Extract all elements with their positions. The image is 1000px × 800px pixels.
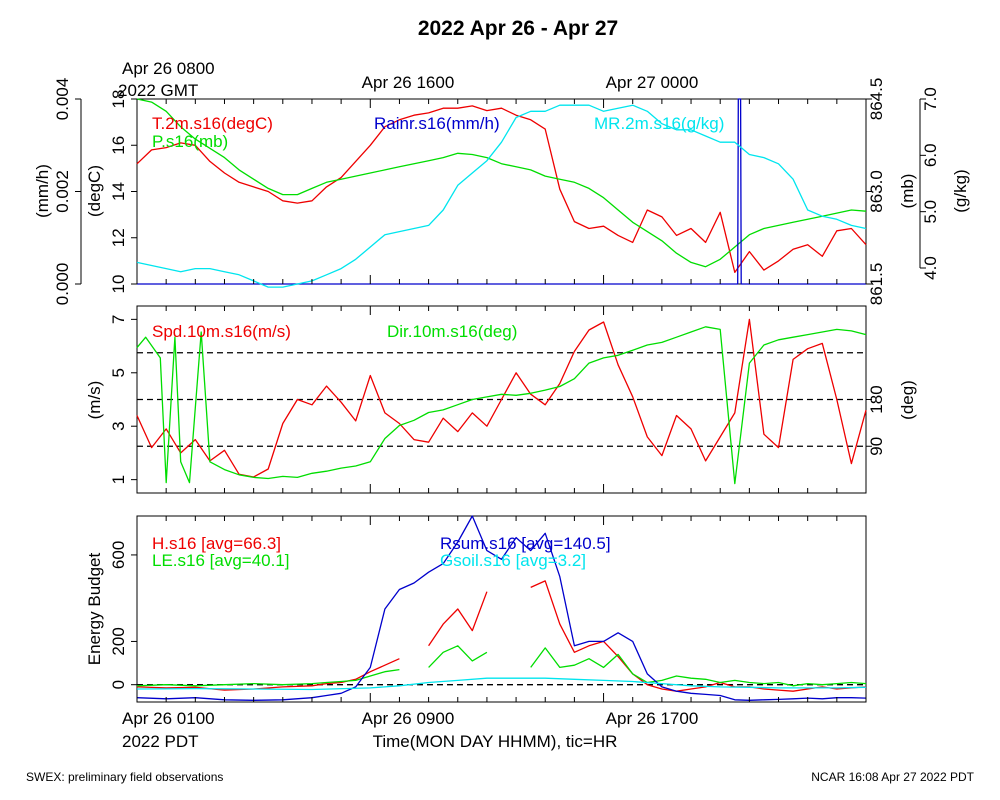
series-line (136, 677, 867, 691)
bottom-time-label: 2022 PDT (122, 732, 199, 751)
spd-axis-label: (m/s) (85, 381, 104, 420)
legend-entry: Rainr.s16(mm/h) (374, 114, 500, 133)
y-tick-label: 200 (109, 627, 128, 655)
y-tick-label: 6.0 (921, 143, 940, 167)
series-line (136, 318, 867, 478)
top-time-label: Apr 26 0800 (122, 59, 215, 78)
temp-axis-label: (degC) (85, 165, 104, 217)
legend-entry: T.2m.s16(degC) (152, 114, 273, 133)
energy-axis-label: Energy Budget (85, 552, 104, 665)
series-line (136, 105, 867, 274)
series-line (136, 645, 867, 687)
y-tick-label: 0.000 (53, 263, 72, 306)
y-tick-label: 7 (109, 315, 128, 324)
series-line (136, 98, 867, 268)
legend-entry: Dir.10m.s16(deg) (387, 322, 517, 341)
y-tick-label: 14 (109, 182, 128, 201)
panel-temperature-pressure: T.2m.s16(degC) P.s16(mb) Rainr.s16(mm/h)… (33, 78, 970, 306)
panel-frame (136, 515, 867, 703)
y-tick-label: 10 (109, 275, 128, 294)
series-line (137, 98, 866, 285)
press-axis-label: (mb) (898, 174, 917, 209)
y-tick-label: 0.002 (53, 170, 72, 213)
mr-axis-label: (g/kg) (951, 169, 970, 212)
y-tick-label: 861.5 (867, 263, 886, 306)
series-line (136, 580, 867, 692)
chart-title: 2022 Apr 26 - Apr 27 (418, 17, 618, 40)
y-tick-label: 4.0 (921, 256, 940, 280)
top-time-label: 2022 GMT (118, 81, 198, 100)
bottom-time-label: Apr 26 0100 (122, 709, 215, 728)
y-tick-label: 180 (867, 385, 886, 413)
top-time-label: Apr 27 0000 (606, 73, 699, 92)
y-tick-label: 3 (109, 421, 128, 430)
y-tick-label: 18 (109, 90, 128, 109)
legend-entry: LE.s16 [avg=40.1] (152, 551, 290, 570)
series-line (136, 104, 867, 288)
legend-entry: Spd.10m.s16(m/s) (152, 322, 291, 341)
series-line (136, 515, 867, 701)
footer-left: SWEX: preliminary field observations (26, 770, 223, 784)
y-tick-label: 0 (109, 680, 128, 689)
legend-entry: MR.2m.s16(g/kg) (594, 114, 724, 133)
y-tick-label: 863.0 (867, 170, 886, 213)
y-tick-label: 1 (109, 475, 128, 484)
bottom-time-label: Apr 26 0900 (362, 709, 455, 728)
y-tick-label: 600 (109, 541, 128, 569)
top-time-label: Apr 26 1600 (362, 73, 455, 92)
footer-right: NCAR 16:08 Apr 27 2022 PDT (811, 770, 974, 784)
legend-entry: H.s16 [avg=66.3] (152, 534, 281, 553)
y-tick-label: 12 (109, 228, 128, 247)
y-tick-label: 90 (867, 437, 886, 456)
y-tick-label: 5.0 (921, 200, 940, 224)
y-tick-label: 864.5 (867, 78, 886, 121)
bottom-time-label: Apr 26 1700 (606, 709, 699, 728)
legend-entry: P.s16(mb) (152, 132, 228, 151)
series-line (136, 326, 867, 485)
rain-axis-label: (mm/h) (33, 164, 52, 218)
y-tick-label: 16 (109, 136, 128, 155)
dir-axis-label: (deg) (898, 380, 917, 420)
y-tick-label: 0.004 (53, 78, 72, 121)
panel-energy: H.s16 [avg=66.3] LE.s16 [avg=40.1] Rsum.… (85, 515, 867, 703)
panel-wind: Spd.10m.s16(m/s) Dir.10m.s16(deg) 1 3 5 7 (… (85, 305, 917, 494)
y-tick-label: 7.0 (921, 87, 940, 111)
x-axis-title: Time(MON DAY HHMM), tic=HR (373, 732, 618, 751)
legend-entry: Rsum.s16 [avg=140.5] (440, 534, 611, 553)
legend-entry: Gsoil.s16 [avg=3.2] (440, 551, 586, 570)
y-tick-label: 5 (109, 368, 128, 377)
